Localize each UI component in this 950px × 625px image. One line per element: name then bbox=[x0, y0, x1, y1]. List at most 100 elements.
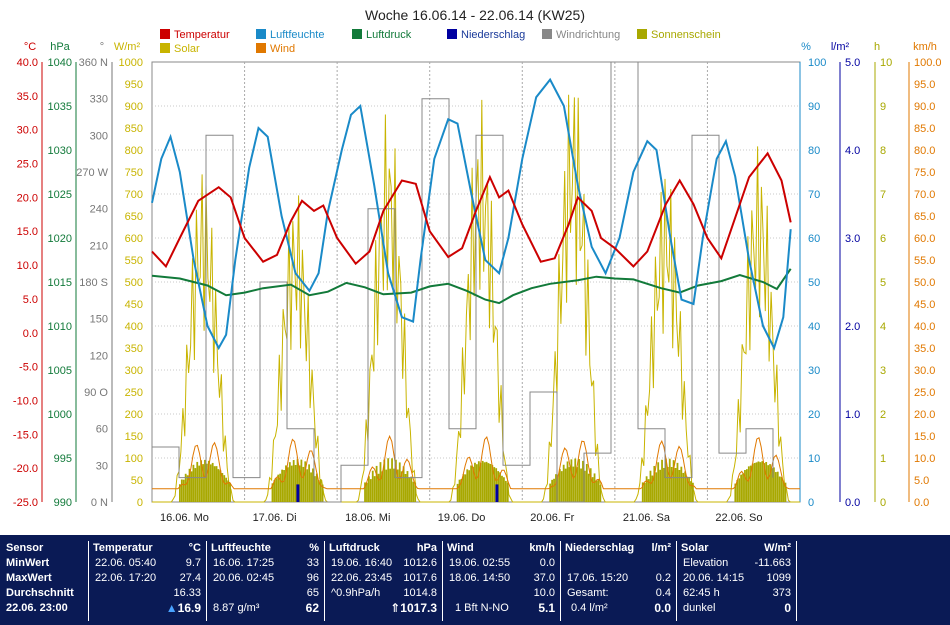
sunshine-bar bbox=[580, 468, 582, 502]
sunshine-bar bbox=[406, 471, 409, 502]
sunshine-bar bbox=[391, 458, 393, 502]
rain-axis-tick: 1.0 bbox=[845, 409, 860, 421]
sunshine-bar bbox=[558, 469, 561, 502]
humidity-axis-tick: 10 bbox=[808, 453, 820, 465]
pressure-axis-tick: 1030 bbox=[48, 145, 72, 157]
sunshine-bar bbox=[591, 477, 594, 502]
wind-axis-tick: 45.0 bbox=[914, 299, 935, 311]
sunshine-bar bbox=[564, 468, 567, 502]
sunshine-bar bbox=[551, 479, 554, 502]
pressure-axis-tick: 1015 bbox=[48, 277, 72, 289]
solar-header: Solar bbox=[681, 542, 709, 554]
sunshine-bar bbox=[225, 477, 228, 502]
wind-header: Wind bbox=[447, 542, 474, 554]
temp-axis-tick: -5.0 bbox=[19, 362, 38, 374]
sunshine-bar bbox=[645, 476, 648, 502]
sunshine-bar bbox=[302, 466, 305, 502]
press-current-value: 1017.3 bbox=[400, 601, 437, 615]
legend-swatch-0 bbox=[160, 29, 170, 39]
sunshine-bar bbox=[464, 474, 467, 502]
solar-unit: W/m² bbox=[764, 542, 791, 554]
rain-axis-tick: 0.0 bbox=[845, 497, 860, 509]
temp-axis-tick: 20.0 bbox=[17, 192, 38, 204]
sunshine-axis-tick: 3 bbox=[880, 365, 886, 377]
solar-axis-tick: 0 bbox=[137, 497, 143, 509]
wind-axis-tick: 35.0 bbox=[914, 343, 935, 355]
x-tick-label: 17.06. Di bbox=[253, 512, 297, 524]
sunshine-bar bbox=[383, 459, 386, 502]
rain-axis-tick: 4.0 bbox=[845, 145, 860, 157]
rain-max-value: 0.2 bbox=[655, 572, 671, 584]
solar-axis-tick: 850 bbox=[125, 123, 143, 135]
sunshine-bar bbox=[676, 462, 679, 502]
sunshine-bar bbox=[312, 468, 314, 502]
temperature-header: Temperatur bbox=[93, 542, 153, 554]
humidity-axis-tick: 20 bbox=[808, 409, 820, 421]
x-tick-label: 19.06. Do bbox=[438, 512, 486, 524]
sunshine-bar bbox=[317, 480, 320, 502]
sunshine-bar bbox=[393, 468, 395, 502]
chart-plot-area bbox=[151, 61, 800, 503]
sunshine-bar bbox=[690, 481, 692, 502]
sunshine-bar bbox=[776, 471, 779, 502]
sunshine-bar bbox=[206, 463, 208, 502]
legend-swatch-7 bbox=[637, 29, 647, 39]
wind-axis-tick: 90.0 bbox=[914, 101, 935, 113]
wind-series bbox=[152, 434, 800, 490]
solar-axis-tick: 450 bbox=[125, 299, 143, 311]
hum-max-time: 20.06. 02:45 bbox=[213, 572, 275, 584]
sunshine-bar bbox=[202, 464, 204, 502]
temp-axis-tick: 25.0 bbox=[17, 159, 38, 171]
pressure-axis-tick: 1040 bbox=[48, 57, 72, 69]
sunshine-bar bbox=[200, 460, 203, 502]
direction-axis-tick: 150 bbox=[90, 314, 108, 326]
wind-max-value: 37.0 bbox=[533, 572, 555, 584]
hum-current-value: 62 bbox=[305, 601, 319, 615]
sunshine-bar bbox=[742, 473, 744, 502]
pressure-series bbox=[151, 268, 792, 305]
sunshine-bar bbox=[665, 458, 667, 502]
direction-axis-tick: 270 W bbox=[76, 167, 108, 179]
pressure-axis-tick: 1035 bbox=[48, 101, 72, 113]
sunshine-bar bbox=[209, 464, 212, 502]
humidity-axis-tick: 0 bbox=[808, 497, 814, 509]
temp-min-value: 9.7 bbox=[185, 557, 201, 569]
sunshine-bar bbox=[287, 467, 289, 502]
sunshine-axis-tick: 9 bbox=[880, 101, 886, 113]
temp-axis-tick: 10.0 bbox=[17, 260, 38, 272]
rain-column: Niederschlag l/m² 17.06. 15:20 0.2 Gesamt:… bbox=[560, 541, 677, 621]
sunshine-bar bbox=[774, 472, 777, 502]
sunshine-bar bbox=[657, 462, 660, 502]
sunshine-bar bbox=[668, 458, 671, 502]
press-max-value: 1017.6 bbox=[403, 572, 437, 584]
sunshine-bar bbox=[680, 466, 683, 502]
wind-axis-tick: 85.0 bbox=[914, 123, 935, 135]
sunshine-bar bbox=[412, 481, 415, 502]
direction-axis-tick: 300 bbox=[90, 130, 108, 142]
sunshine-axis-tick: 6 bbox=[880, 233, 886, 245]
sunshine-bar bbox=[738, 478, 741, 502]
sunshine-bar bbox=[688, 476, 690, 502]
sunshine-bar bbox=[186, 475, 189, 502]
solar-axis-tick: 100 bbox=[125, 453, 143, 465]
solar-axis-tick: 750 bbox=[125, 167, 143, 179]
sunshine-bar bbox=[771, 468, 773, 502]
sunshine-bar bbox=[589, 468, 592, 502]
direction-axis-tick: 330 bbox=[90, 94, 108, 106]
sunshine-bar bbox=[487, 463, 490, 502]
axis-unit-label: % bbox=[801, 41, 811, 53]
axis-unit-label: l/m² bbox=[831, 41, 850, 53]
sunshine-bar bbox=[651, 475, 654, 502]
temp-axis-tick: -10.0 bbox=[13, 395, 38, 407]
chart-axes: 16.06. Mo 17.06. Di 18.06. Mi 19.06. Do 20.0… bbox=[13, 41, 942, 524]
solar-max-value: 1099 bbox=[766, 572, 791, 584]
humidity-column: Luftfeuchte% 16.06. 17:25 33 20.06. 02:45… bbox=[206, 541, 325, 621]
sunshine-bar bbox=[368, 476, 370, 502]
rain-axis-tick: 3.0 bbox=[845, 233, 860, 245]
sunshine-bar bbox=[381, 471, 384, 502]
sunshine-bar bbox=[314, 476, 316, 502]
humidity-unit: % bbox=[309, 542, 319, 554]
humidity-header: Luftfeuchte bbox=[211, 542, 271, 554]
temp-avg-value: 16.33 bbox=[173, 587, 201, 599]
sunshine-bar bbox=[476, 464, 478, 502]
